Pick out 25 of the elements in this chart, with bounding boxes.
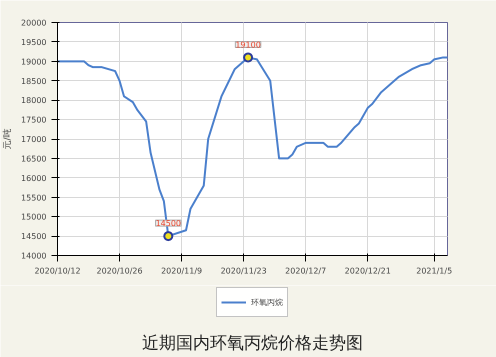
y-tick-label: 19000 [21,57,47,66]
y-tick-label: 15500 [21,193,47,202]
y-tick-label: 18500 [21,76,47,86]
y-tick-label: 19500 [21,38,47,47]
y-tick-label: 14500 [21,232,47,242]
y-tick-label: 20000 [21,18,47,28]
x-tick-label: 2020/10/12 [34,266,81,276]
y-tick-label: 18000 [21,96,47,106]
y-tick-label: 17500 [21,116,47,125]
x-tick-label: 2020/12/21 [344,266,391,276]
annotation: 14500 [156,219,182,228]
legend-label: 环氧丙烷 [251,296,283,308]
x-tick-label: 2020/10/26 [96,266,143,276]
x-tick-label: 2020/11/9 [161,266,202,276]
text: 近期国内环氧丙烷价格走势图 [142,334,363,354]
y-tick-label: 17000 [21,135,47,144]
y-tick-label: 16000 [21,174,47,183]
y-tick-label: 14000 [21,252,47,260]
x-tick-label: 2021/1/5 [416,266,452,276]
y-tick-label: 15000 [21,212,47,222]
x-tick-label: 2020/12/7 [285,266,326,276]
x-tick-label: 2020/11/23 [220,266,267,276]
y-axis-title: 元/吨 [2,128,14,150]
y-tick-label: 16500 [21,154,47,164]
annotation: 19100 [235,40,261,50]
